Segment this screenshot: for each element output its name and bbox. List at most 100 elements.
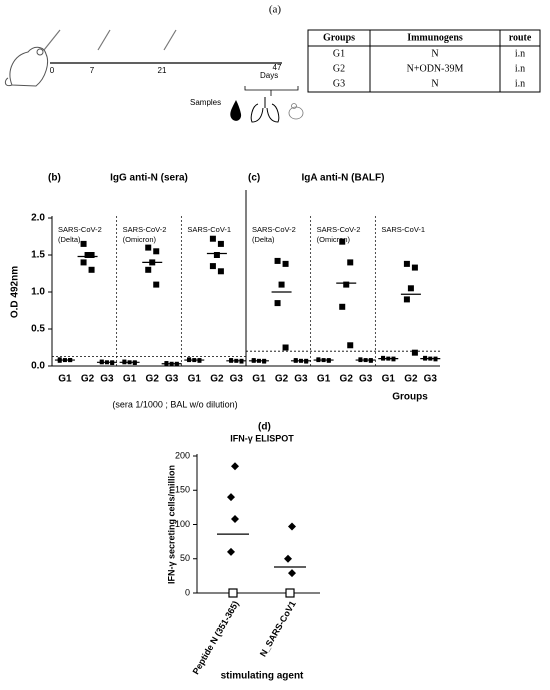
data-point — [213, 252, 220, 258]
subgroup-label: SARS-CoV-2 — [58, 225, 102, 234]
table-header: Groups — [323, 32, 355, 43]
data-point — [347, 342, 354, 349]
table-cell: i.n — [515, 63, 525, 74]
data-point — [217, 240, 224, 247]
y-tick-label: 50 — [180, 553, 190, 563]
x-tick-label: N_SARS-CoV1 — [258, 599, 298, 658]
data-point — [239, 359, 244, 364]
data-point — [433, 357, 438, 362]
x-tick-label: G3 — [294, 374, 308, 385]
data-point — [145, 266, 152, 273]
y-tick-label: 150 — [175, 485, 190, 495]
subgroup-label: (Omicron) — [317, 235, 351, 244]
table-cell: N — [431, 48, 438, 59]
data-point — [343, 281, 350, 288]
panel-title: IFN-γ ELISPOT — [230, 433, 294, 443]
x-tick-label: G1 — [58, 374, 72, 385]
data-point — [153, 281, 160, 288]
table-cell: i.n — [515, 78, 525, 89]
lungs-icon — [250, 97, 280, 123]
x-tick-label: G2 — [340, 374, 354, 385]
x-tick-label: G3 — [165, 374, 179, 385]
x-tick-label: G3 — [424, 374, 438, 385]
days-label: Days — [260, 71, 278, 80]
y-tick-label: 100 — [175, 519, 190, 529]
data-point — [288, 522, 296, 531]
subgroup-label: SARS-CoV-1 — [381, 225, 425, 234]
data-point — [403, 260, 410, 267]
panel-label: (b) — [48, 173, 61, 184]
x-axis-label: stimulating agent — [221, 671, 304, 682]
panel-label: (a) — [269, 4, 282, 16]
data-point — [227, 547, 235, 556]
data-point — [80, 259, 87, 266]
data-point — [209, 235, 216, 242]
data-point — [282, 260, 289, 267]
subgroup-label: SARS-CoV-2 — [123, 225, 167, 234]
subgroup-label: (Omicron) — [123, 235, 157, 244]
data-point — [197, 358, 202, 363]
data-point-open — [285, 588, 295, 598]
data-point — [288, 569, 296, 578]
data-point — [145, 244, 152, 251]
x-tick-label: G2 — [146, 374, 160, 385]
samples-label: Samples — [190, 98, 221, 107]
data-point — [209, 263, 216, 270]
panel-label: (c) — [248, 173, 260, 184]
x-tick-label: G2 — [81, 374, 95, 385]
x-tick-label: G1 — [382, 374, 396, 385]
data-point — [132, 361, 137, 366]
x-tick-label: G2 — [210, 374, 224, 385]
data-point — [368, 358, 373, 363]
table-cell: G2 — [333, 63, 345, 74]
x-tick-label: G1 — [123, 374, 137, 385]
table-cell: N+ODN-39M — [407, 63, 464, 74]
mouse-icon — [4, 46, 49, 87]
data-point — [326, 358, 331, 363]
mouse-icon-small — [288, 103, 304, 120]
data-point — [110, 361, 115, 366]
x-tick-label: Peptide N (351-365) — [191, 599, 241, 676]
y-axis-label: IFN-γ secreting cells/million — [166, 465, 176, 584]
data-point — [174, 362, 179, 367]
data-point — [339, 238, 346, 245]
table-header: Immunogens — [407, 32, 463, 43]
data-point — [274, 257, 281, 264]
syringe-icons — [43, 29, 177, 51]
data-point — [231, 462, 239, 471]
y-tick-label: 0 — [185, 587, 190, 597]
timeline-tick: 7 — [90, 66, 95, 75]
table-header: route — [509, 32, 532, 43]
data-point — [57, 358, 62, 363]
y-tick-label: 1.5 — [31, 250, 45, 261]
subgroup-label: SARS-CoV-2 — [252, 225, 296, 234]
y-tick-label: 0.5 — [31, 324, 45, 335]
data-point — [403, 296, 410, 303]
panel-title: IgG anti-N (sera) — [110, 173, 188, 184]
x-tick-label: G1 — [188, 374, 202, 385]
data-point — [217, 268, 224, 275]
y-tick-label: 2.0 — [31, 213, 45, 224]
subgroup-label: (Delta) — [58, 235, 81, 244]
data-point — [411, 264, 418, 271]
timeline-tick: 47 — [273, 63, 282, 72]
table-frame — [307, 29, 541, 93]
subgroup-label: SARS-CoV-2 — [317, 225, 361, 234]
data-point — [231, 515, 239, 524]
data-point — [347, 259, 354, 266]
blood-icon — [230, 100, 242, 121]
table-cell: i.n — [515, 48, 525, 59]
data-point — [274, 300, 281, 307]
y-tick-label: 0.0 — [31, 361, 45, 372]
data-point — [407, 285, 414, 292]
table-cell: N — [431, 78, 438, 89]
x-tick-label: G2 — [404, 374, 418, 385]
data-point — [282, 344, 289, 351]
data-point — [391, 357, 396, 362]
subgroup-label: SARS-CoV-1 — [187, 225, 231, 234]
data-point — [262, 359, 267, 364]
timeline-tick: 0 — [50, 66, 55, 75]
timeline-tick: 21 — [158, 66, 167, 75]
data-point — [339, 303, 346, 310]
